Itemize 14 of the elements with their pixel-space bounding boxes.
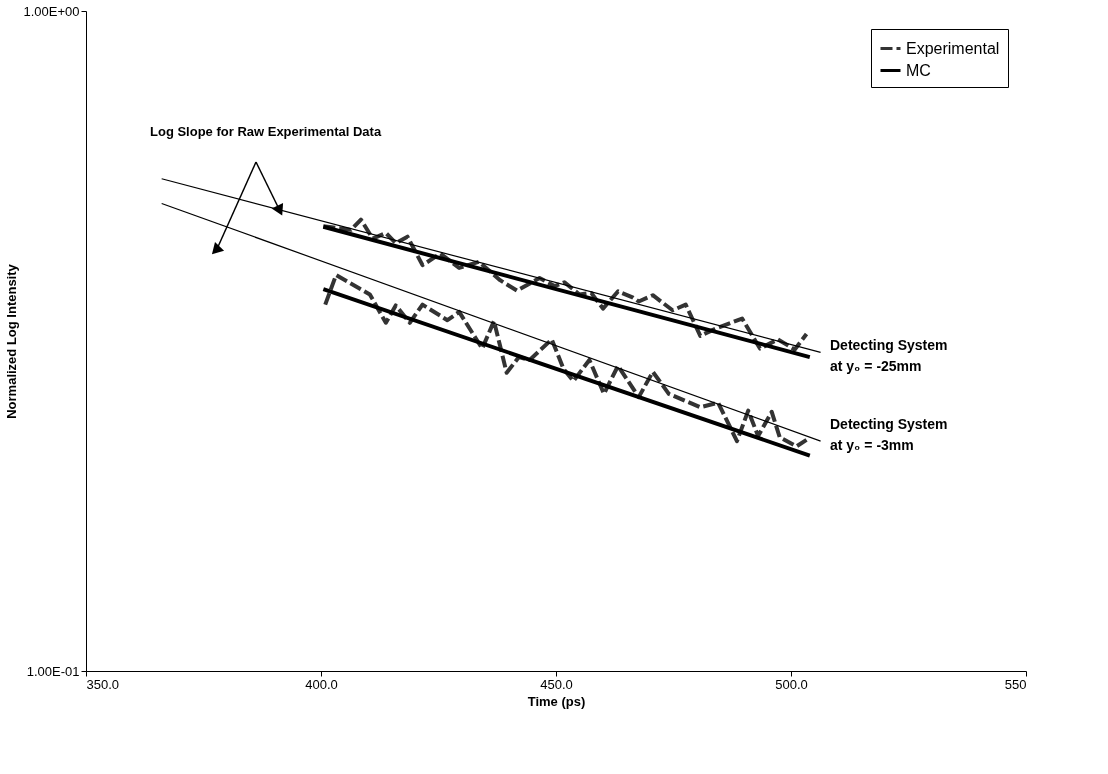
annotation: Detecting System at y₀ = -25mm	[830, 337, 948, 374]
x-axis-title: Time (ps)	[527, 693, 586, 709]
annotation: Detecting System at y₀ = -3mm	[830, 416, 948, 453]
y-tick-label: 1.00E+00	[23, 3, 80, 19]
annotation: Log Slope for Raw Experimental Data	[150, 124, 382, 139]
x-tick-label: 500.0	[775, 676, 808, 692]
legend-label: MC	[906, 61, 931, 79]
x-tick-label: 400.0	[305, 676, 338, 692]
x-tick-label: 550	[1004, 676, 1027, 692]
legend-label: Experimental	[906, 39, 1000, 57]
y-tick-label: 1.00E-01	[26, 663, 80, 679]
x-tick-label: 350.0	[86, 676, 120, 692]
y-axis-title: Normalized Log Intensity	[4, 263, 20, 419]
x-tick-label: 450.0	[540, 676, 573, 692]
